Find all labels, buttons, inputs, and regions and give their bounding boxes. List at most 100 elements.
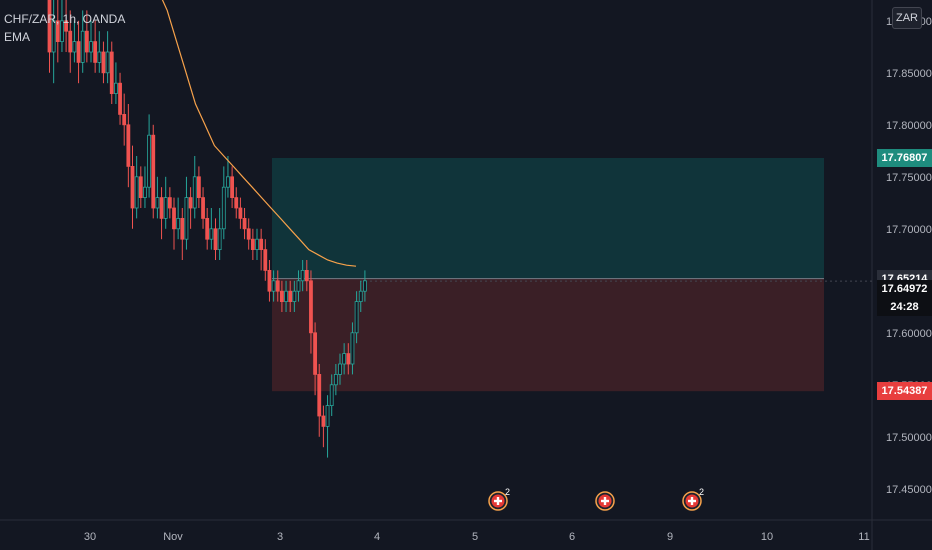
candle-body <box>234 197 239 209</box>
candle-body <box>68 30 73 53</box>
time-tick-label: 11 <box>858 531 869 543</box>
candle-body <box>329 384 334 406</box>
time-tick-label: 9 <box>667 531 673 543</box>
candle-body <box>296 280 301 292</box>
candle-body <box>362 280 367 292</box>
candle-body <box>346 353 351 365</box>
candle-body <box>126 124 131 167</box>
price-tick-label: 17.60000 <box>886 328 932 340</box>
candle-body <box>176 217 181 230</box>
candle-body <box>109 51 114 94</box>
symbol-label[interactable]: CHF/ZAR, 1h, OANDA <box>4 12 126 26</box>
candle-body <box>230 176 235 199</box>
candle-body <box>317 373 322 417</box>
candle-body <box>55 20 60 42</box>
candle-body <box>192 176 197 209</box>
candle-body <box>138 176 143 199</box>
long-position-zones[interactable] <box>272 158 872 392</box>
candle-body <box>325 405 330 427</box>
candle-body <box>84 30 89 53</box>
economic-event[interactable] <box>595 491 615 511</box>
time-tick-label: 10 <box>761 531 773 543</box>
stop-zone[interactable] <box>272 278 824 392</box>
candle-body <box>114 82 118 94</box>
candle-body <box>321 415 326 427</box>
time-axis[interactable]: 30 Nov 3 4 5 6 9 10 11 <box>84 531 870 543</box>
candle-body <box>350 332 355 365</box>
flag-cross-horizontal <box>688 499 696 503</box>
swiss-flag-icon <box>598 494 612 508</box>
candle-body <box>333 373 338 386</box>
candle-body <box>217 228 222 251</box>
price-axis[interactable]: 17.9000017.8500017.8000017.7500017.70000… <box>886 16 932 496</box>
candle-body <box>72 41 77 53</box>
stop-price-tag: 17.54387 <box>877 382 932 401</box>
candle-body <box>246 228 251 240</box>
candle-body <box>213 228 218 251</box>
candle-body <box>118 82 122 115</box>
ema-indicator-label[interactable]: EMA <box>4 30 31 44</box>
candle-body <box>147 134 152 188</box>
candle-body <box>184 197 189 240</box>
swiss-flag-icon <box>491 494 505 508</box>
candle-body <box>338 363 342 375</box>
candle-body <box>304 269 309 282</box>
candle-body <box>267 269 272 292</box>
candle-body <box>226 176 230 188</box>
candle-body <box>313 332 318 375</box>
candle-body <box>51 20 56 53</box>
economic-event[interactable]: 2 <box>488 487 510 511</box>
candle-body <box>259 238 264 250</box>
candle-body <box>180 217 185 240</box>
candle-body <box>342 353 347 365</box>
candle-body <box>250 238 255 250</box>
price-tick-label: 17.80000 <box>886 120 932 132</box>
candle-body <box>167 197 172 209</box>
time-tick-label: 6 <box>569 531 575 543</box>
candle-body <box>300 269 305 282</box>
last-price-tag: 17.64972 <box>877 280 932 299</box>
candle-body <box>47 0 52 53</box>
candle-body <box>255 238 259 250</box>
candle-body <box>279 290 284 303</box>
price-tick-label: 17.70000 <box>886 224 932 236</box>
candle-body <box>201 197 205 219</box>
target-zone[interactable] <box>272 158 824 279</box>
candle-body <box>130 165 135 209</box>
candle-body <box>60 20 64 42</box>
event-count-badge: 2 <box>699 487 704 497</box>
candle-body <box>288 290 293 303</box>
candlestick-series <box>47 0 367 458</box>
currency-button[interactable]: ZAR <box>892 7 922 29</box>
candle-body <box>122 114 127 126</box>
candle-body <box>209 228 214 240</box>
candle-body <box>80 30 85 63</box>
candle-body <box>354 301 359 334</box>
candle-body <box>101 51 106 74</box>
candle-body <box>93 41 98 63</box>
economic-event[interactable]: 2 <box>682 487 704 511</box>
candle-body <box>64 20 68 32</box>
candle-body <box>151 134 156 209</box>
ema-line <box>161 0 357 267</box>
candle-body <box>76 41 81 63</box>
candle-body <box>238 207 243 219</box>
candle-body <box>263 249 268 271</box>
candle-body <box>155 197 160 209</box>
candle-body <box>163 197 168 219</box>
candle-body <box>242 217 247 230</box>
event-count-badge: 2 <box>505 487 510 497</box>
candle-body <box>143 186 147 198</box>
candle-body <box>221 186 226 230</box>
time-tick-label: 5 <box>472 531 478 543</box>
candle-body <box>358 290 363 303</box>
candle-body <box>196 176 201 199</box>
candle-body <box>275 280 280 292</box>
candle-body <box>89 41 93 53</box>
candle-body <box>292 290 297 303</box>
candle-body <box>97 51 102 63</box>
candle-body <box>271 280 276 292</box>
time-tick-label: 30 <box>84 531 96 543</box>
